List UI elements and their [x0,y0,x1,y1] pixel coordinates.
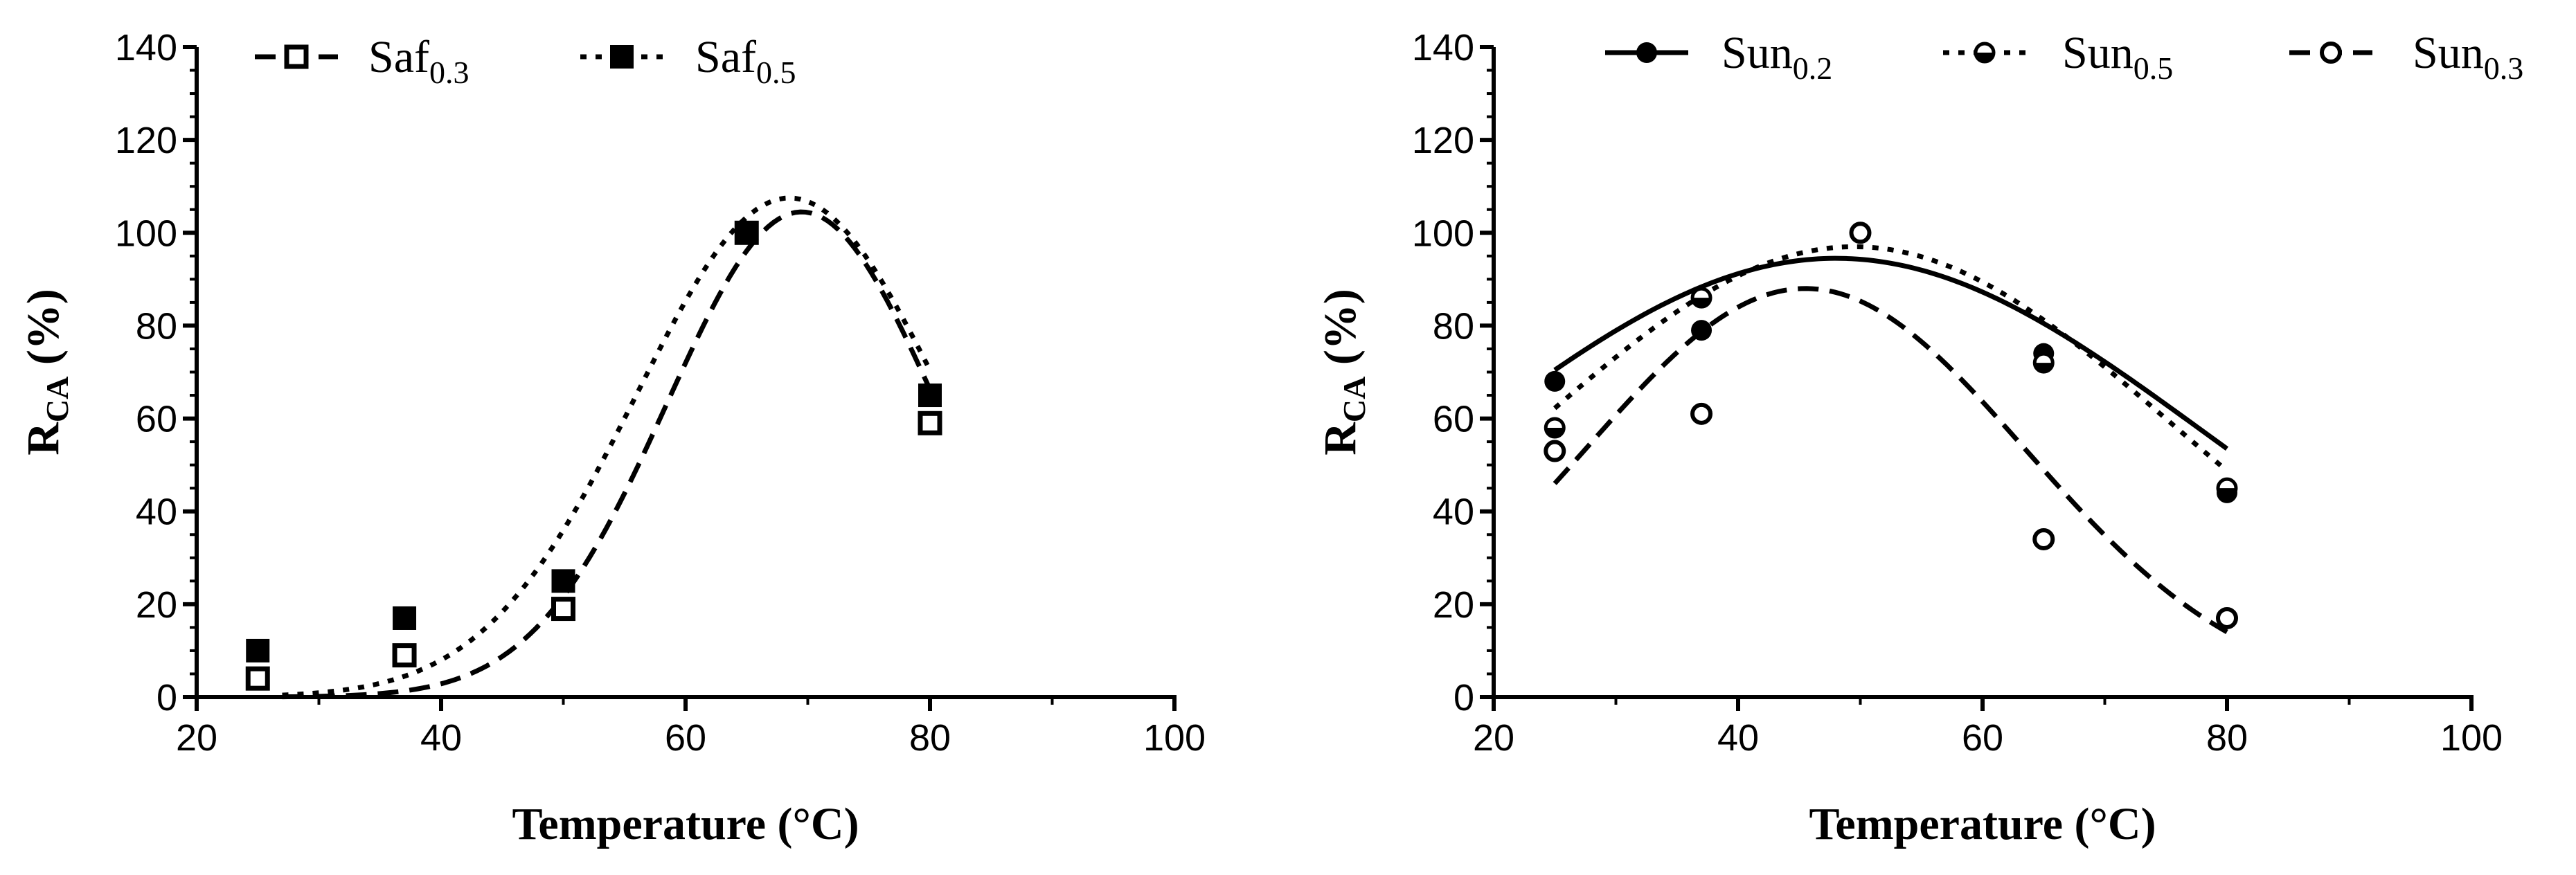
data-point [1690,287,1712,309]
legend-label-subscript: 0.3 [2484,51,2524,86]
legend-label: Saf0.3 [368,32,469,90]
x-tick-label: 60 [1962,717,2003,759]
y-tick-label: 60 [1433,399,1474,440]
data-point [1544,417,1566,439]
legend-label: Sun0.2 [1721,28,1832,86]
data-point [246,638,270,662]
data-point [1849,222,1872,244]
y-axis-title-main: R [18,422,69,455]
x-tick-label: 20 [1473,717,1514,759]
legend-marker [2320,42,2342,64]
x-tick-label: 100 [1143,717,1206,759]
x-tick-label: 40 [1717,717,1759,759]
legend-label-base: Sun [2062,28,2134,78]
legend-label-base: Saf [695,32,756,82]
y-axis-title: RCA (%) [18,289,75,455]
fit-curve [1553,244,2229,473]
y-tick-label: 120 [1412,120,1474,161]
x-tick-label: 20 [176,717,217,759]
legend-label-base: Saf [368,32,429,82]
legend-entry: Sun0.2 [1605,28,1832,86]
data-point [735,221,759,245]
legend-label: Sun0.3 [2413,28,2523,86]
y-axis-title-unit: (%) [1315,289,1366,376]
data-point [1544,370,1566,392]
x-tick-label: 100 [2440,717,2503,759]
data-point [2032,527,2055,550]
y-tick-label: 40 [136,491,177,533]
fit-curve [1553,255,2229,451]
data-point [2216,606,2238,629]
data-point [551,597,575,622]
y-tick-label: 20 [1433,584,1474,626]
data-point [918,411,942,435]
y-axis-title-subscript: CA [39,377,75,422]
fit-curve [282,209,933,700]
legend-label-base: Sun [1721,28,1793,78]
legend-label: Sun0.5 [2062,28,2173,86]
y-tick-label: 60 [136,399,177,440]
data-point [1690,402,1713,425]
y-tick-label: 140 [115,27,177,69]
legend-entry: Saf0.5 [580,32,796,90]
legend-marker [1636,42,1657,63]
y-tick-label: 80 [136,305,177,347]
legend-label-subscript: 0.5 [756,55,796,90]
legend-label-subscript: 0.2 [1793,51,1833,86]
y-tick-label: 0 [1454,677,1474,719]
legend-marker [1974,42,1996,64]
x-tick-label: 60 [665,717,706,759]
data-point [918,384,942,408]
y-axis-title-unit: (%) [18,289,69,376]
data-point [245,666,270,691]
legend-label-subscript: 0.3 [429,55,469,90]
fit-curve [1553,286,2228,634]
legend-label-subscript: 0.5 [2134,51,2174,86]
data-point [2032,352,2055,374]
y-axis-title-main: R [1315,422,1366,455]
series-sun-02 [1544,222,2237,503]
y-tick-label: 120 [115,120,177,161]
data-point [551,569,575,593]
y-tick-label: 140 [1412,27,1474,69]
x-axis-title: Temperature (°C) [512,799,859,849]
y-tick-label: 40 [1433,491,1474,533]
series-saf-03 [245,209,942,700]
x-axis-title: Temperature (°C) [1809,799,2156,849]
legend-marker [610,45,634,69]
series-sun-03 [1544,222,2238,634]
y-axis-title-subscript: CA [1336,377,1372,422]
legend-entry: Sun0.3 [2289,28,2523,86]
legend-label: Saf0.5 [695,32,796,90]
x-tick-label: 40 [420,717,462,759]
series-saf-05 [246,195,942,698]
y-axis-title: RCA (%) [1315,289,1372,455]
data-point [1544,440,1566,462]
data-point [2216,477,2238,499]
fit-curve [282,195,933,698]
data-point [392,643,417,668]
y-tick-label: 0 [156,677,177,719]
legend-entry: Sun0.5 [1943,28,2173,86]
y-tick-label: 20 [136,584,177,626]
legend-entry: Saf0.3 [255,32,469,90]
x-tick-label: 80 [909,717,951,759]
y-tick-label: 100 [115,213,177,254]
y-tick-label: 100 [1412,213,1474,254]
legend-marker [284,44,309,69]
x-tick-label: 80 [2206,717,2248,759]
legend-label-base: Sun [2413,28,2484,78]
y-tick-label: 80 [1433,305,1474,347]
data-point [393,606,417,630]
